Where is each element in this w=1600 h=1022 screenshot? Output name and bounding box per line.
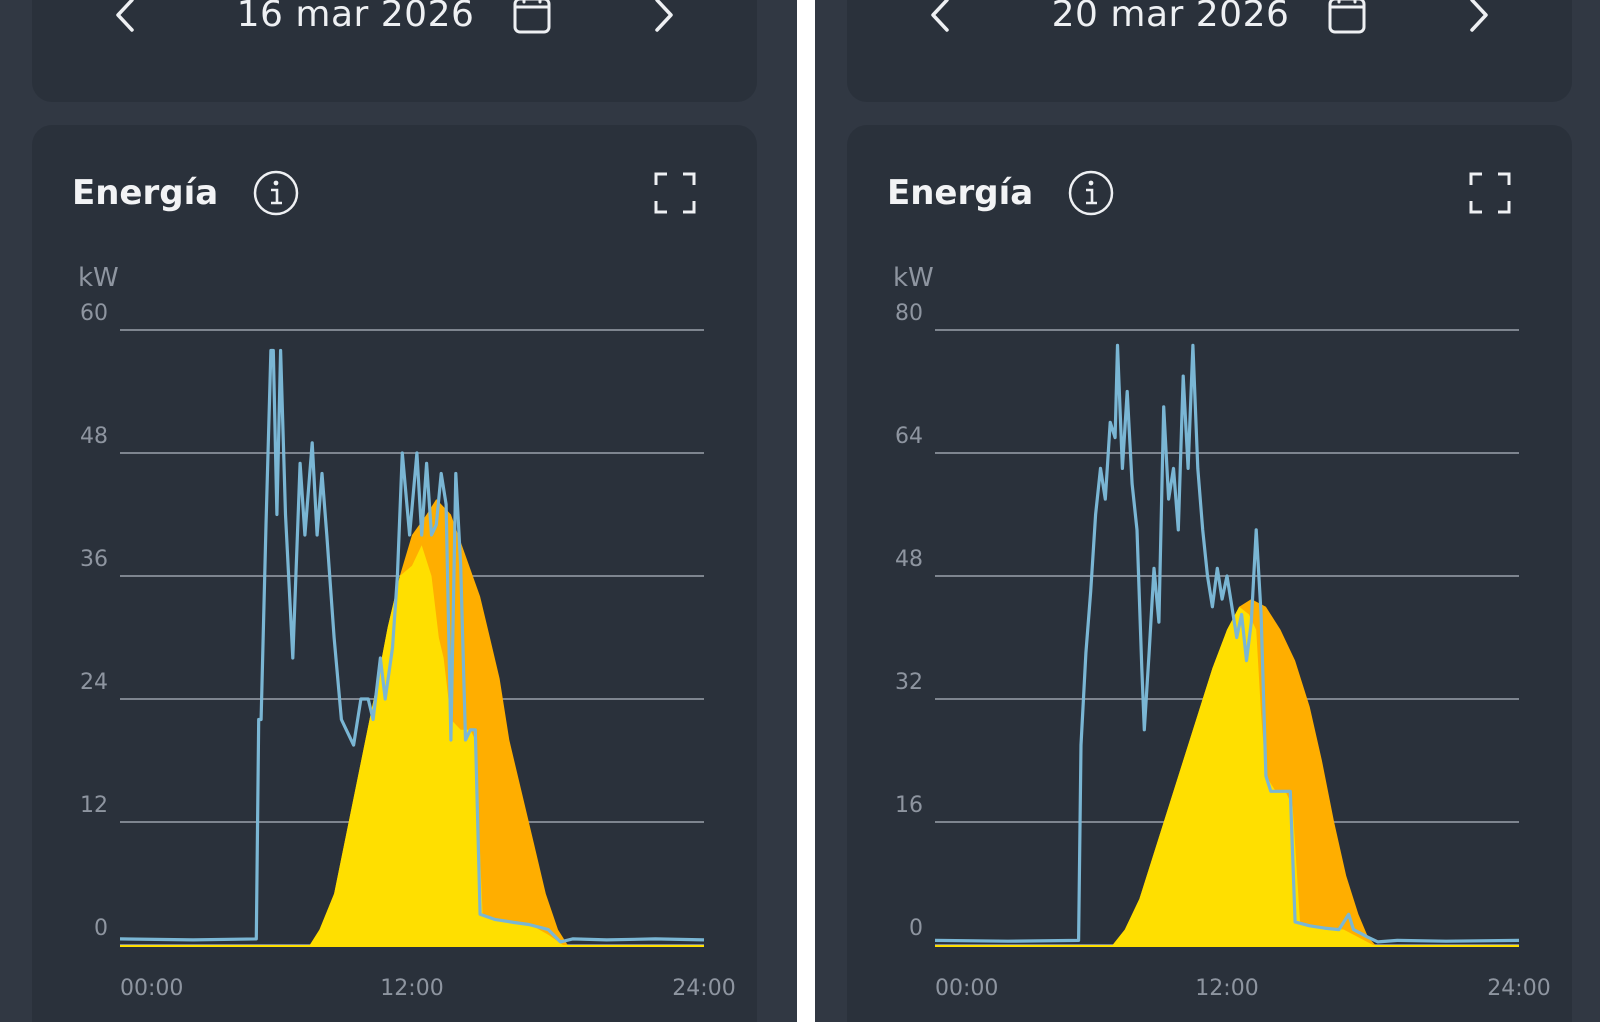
chevron-right-icon[interactable] — [1452, 0, 1502, 40]
y-tick-label: 24 — [80, 670, 108, 695]
y-tick-label: 48 — [895, 547, 923, 572]
energy-chart[interactable]: kW 0 12 24 36 48 60 00:00 12:00 24:00 — [32, 250, 757, 1010]
consumption-line — [119, 348, 705, 944]
y-tick-label: 60 — [80, 301, 108, 326]
self-consumption-area — [1112, 606, 1373, 945]
phone-screen-right: 20 mar 2026 Energía kW 0 16 32 48 64 80 00:00 12… — [815, 0, 1600, 1022]
x-tick-label: 24:00 — [1487, 976, 1550, 1001]
y-tick-label: 0 — [94, 916, 108, 941]
phone-screen-left: 16 mar 2026 Energía kW 0 12 24 36 48 60 00:00 12… — [0, 0, 797, 1022]
x-tick-label: 00:00 — [935, 976, 998, 1001]
chevron-left-icon[interactable] — [102, 0, 152, 40]
calendar-icon[interactable] — [1327, 0, 1367, 36]
x-tick-label: 00:00 — [120, 976, 183, 1001]
chevron-right-icon[interactable] — [637, 0, 687, 40]
y-tick-label: 16 — [895, 793, 923, 818]
date-selector: 16 mar 2026 — [32, 0, 757, 102]
info-icon[interactable] — [1067, 169, 1115, 217]
date-display[interactable]: 16 mar 2026 — [32, 0, 757, 36]
y-tick-label: 36 — [80, 547, 108, 572]
expand-icon[interactable] — [1468, 171, 1512, 215]
x-tick-label: 24:00 — [672, 976, 735, 1001]
y-tick-label: 32 — [895, 670, 923, 695]
date-selector: 20 mar 2026 — [847, 0, 1572, 102]
calendar-icon[interactable] — [512, 0, 552, 36]
y-tick-label: 64 — [895, 424, 923, 449]
consumption-line — [934, 343, 1520, 944]
expand-icon[interactable] — [653, 171, 697, 215]
y-tick-label: 48 — [80, 424, 108, 449]
y-axis-unit: kW — [893, 263, 934, 293]
y-axis-unit: kW — [78, 263, 119, 293]
chart-title: Energía — [887, 173, 1034, 213]
info-icon[interactable] — [252, 169, 300, 217]
energy-chart-card: Energía kW 0 16 32 48 64 80 00:00 12:00 24:00 — [847, 125, 1572, 1022]
x-tick-label: 12:00 — [1195, 976, 1258, 1001]
chevron-left-icon[interactable] — [917, 0, 967, 40]
date-text: 20 mar 2026 — [1051, 0, 1290, 35]
self-consumption-area — [309, 545, 563, 945]
y-tick-label: 80 — [895, 301, 923, 326]
energy-chart[interactable]: kW 0 16 32 48 64 80 00:00 12:00 24:00 — [847, 250, 1572, 1010]
x-tick-label: 12:00 — [380, 976, 443, 1001]
date-text: 16 mar 2026 — [236, 0, 475, 35]
y-tick-label: 0 — [909, 916, 923, 941]
y-tick-label: 12 — [80, 793, 108, 818]
energy-chart-card: Energía kW 0 12 24 36 48 60 00:00 12:00 24:00 — [32, 125, 757, 1022]
date-display[interactable]: 20 mar 2026 — [847, 0, 1572, 36]
chart-title: Energía — [72, 173, 219, 213]
